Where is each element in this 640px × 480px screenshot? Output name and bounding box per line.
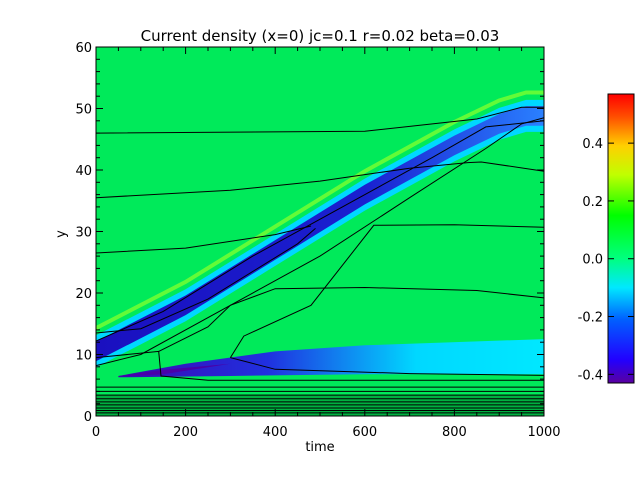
y-tick-label: 60 xyxy=(75,41,92,56)
contour-line xyxy=(96,350,544,381)
x-tick-label: 200 xyxy=(173,425,198,440)
colorbar-gradient xyxy=(607,93,635,384)
current-sheet-fringe xyxy=(96,90,544,330)
y-tick-label: 0 xyxy=(84,410,92,425)
y-tick-label: 10 xyxy=(75,349,92,364)
lower-band-core xyxy=(118,363,231,377)
y-axis: 0 10 20 30 40 50 60 xyxy=(75,41,544,425)
y-tick-label: 30 xyxy=(75,226,92,241)
contour-line xyxy=(96,225,312,254)
x-tick-label: 400 xyxy=(263,425,288,440)
x-tick-label: 800 xyxy=(442,425,467,440)
contour-line xyxy=(96,167,410,199)
colorbar-tick-label: 0.2 xyxy=(582,195,603,210)
contour-line xyxy=(229,224,544,358)
contour-line xyxy=(96,106,544,134)
contour-line xyxy=(230,357,544,376)
colorbar: -0.4 -0.2 0.0 0.2 0.4 xyxy=(578,93,635,384)
current-sheet-core xyxy=(96,106,544,362)
colorbar-tick-label: -0.2 xyxy=(578,311,603,326)
colorbar-tick-label: 0.4 xyxy=(582,137,603,152)
y-axis-label: y xyxy=(54,230,69,238)
heatmap-plot-area xyxy=(96,47,544,416)
x-axis: 0 200 400 600 800 1000 xyxy=(92,47,561,440)
colorbar-tick-label: -0.4 xyxy=(578,368,603,383)
x-tick-label: 1000 xyxy=(527,425,560,440)
contour-line xyxy=(158,286,544,352)
colorbar-tick-label: 0.0 xyxy=(582,253,603,268)
contour-line xyxy=(96,120,544,342)
contour-line xyxy=(409,161,544,172)
y-tick-label: 20 xyxy=(75,287,92,302)
y-tick-label: 40 xyxy=(75,164,92,179)
chart-title: Current density (x=0) jc=0.1 r=0.02 beta… xyxy=(141,27,500,45)
x-tick-label: 0 xyxy=(92,425,100,440)
y-tick-label: 50 xyxy=(75,103,92,118)
contour-line xyxy=(96,117,544,367)
lower-current-band xyxy=(118,339,544,378)
contour-line xyxy=(96,228,316,334)
x-axis-label: time xyxy=(305,440,334,455)
x-tick-label: 600 xyxy=(352,425,377,440)
